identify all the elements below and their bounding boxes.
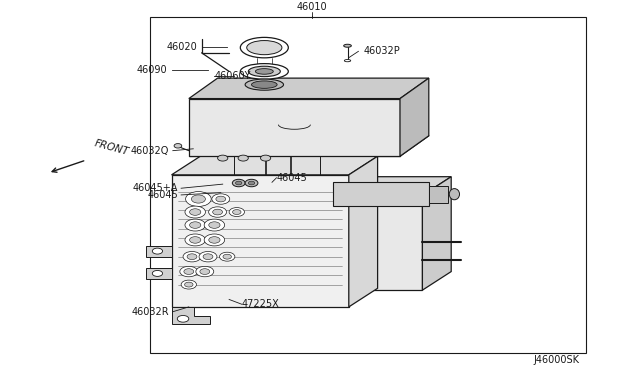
Polygon shape (400, 78, 429, 156)
Text: 47225X: 47225X (242, 299, 280, 309)
Circle shape (238, 155, 248, 161)
Polygon shape (349, 156, 378, 307)
Polygon shape (422, 177, 451, 290)
Polygon shape (304, 177, 451, 195)
Bar (150, 17, 586, 353)
Polygon shape (172, 307, 210, 324)
Circle shape (212, 209, 223, 215)
Text: J46000SK: J46000SK (533, 355, 579, 365)
Ellipse shape (245, 79, 284, 90)
Circle shape (196, 266, 214, 277)
Circle shape (203, 254, 213, 260)
Polygon shape (189, 78, 429, 99)
Ellipse shape (449, 189, 460, 200)
Circle shape (236, 181, 242, 185)
Circle shape (209, 207, 227, 217)
Circle shape (245, 179, 258, 187)
Circle shape (218, 155, 228, 161)
Ellipse shape (344, 60, 351, 62)
Text: 46010: 46010 (296, 2, 327, 12)
Circle shape (180, 266, 198, 277)
Circle shape (229, 208, 244, 217)
Circle shape (220, 252, 235, 261)
Ellipse shape (248, 66, 280, 77)
Circle shape (223, 254, 232, 259)
Polygon shape (304, 195, 422, 290)
Circle shape (232, 209, 241, 215)
Text: 46020: 46020 (166, 42, 197, 51)
Ellipse shape (240, 64, 288, 79)
Circle shape (204, 219, 225, 231)
Circle shape (189, 237, 201, 243)
Text: 46032R: 46032R (132, 307, 170, 317)
Polygon shape (429, 186, 448, 203)
Circle shape (199, 251, 217, 262)
Polygon shape (189, 99, 400, 156)
Circle shape (212, 194, 230, 204)
Text: 46090: 46090 (137, 65, 168, 75)
Ellipse shape (255, 68, 273, 74)
Circle shape (185, 234, 205, 246)
Circle shape (200, 269, 210, 275)
Polygon shape (146, 268, 172, 279)
Circle shape (189, 209, 201, 215)
Text: 46045: 46045 (147, 190, 178, 200)
Circle shape (183, 251, 201, 262)
Text: 46045+A: 46045+A (132, 183, 178, 193)
Circle shape (181, 280, 196, 289)
Text: FRONT: FRONT (93, 138, 130, 157)
Circle shape (204, 234, 225, 246)
Circle shape (191, 195, 205, 203)
Circle shape (209, 222, 220, 228)
Text: 46045: 46045 (276, 173, 307, 183)
Circle shape (216, 196, 226, 202)
Circle shape (185, 206, 205, 218)
Circle shape (187, 254, 197, 260)
Ellipse shape (344, 44, 351, 47)
Text: 46060Y: 46060Y (215, 71, 252, 81)
Polygon shape (172, 156, 378, 175)
Circle shape (186, 192, 211, 206)
Circle shape (174, 144, 182, 148)
Circle shape (248, 181, 255, 185)
Circle shape (232, 179, 245, 187)
Circle shape (152, 270, 163, 276)
Circle shape (184, 282, 193, 287)
Text: 46032Q: 46032Q (131, 146, 169, 155)
Ellipse shape (252, 81, 277, 89)
Circle shape (260, 155, 271, 161)
Circle shape (209, 237, 220, 243)
Ellipse shape (247, 41, 282, 55)
Circle shape (185, 219, 205, 231)
Text: 46032P: 46032P (364, 46, 400, 56)
Polygon shape (333, 182, 429, 206)
Circle shape (184, 269, 194, 275)
Polygon shape (146, 246, 172, 257)
Circle shape (177, 315, 189, 322)
Circle shape (152, 248, 163, 254)
Polygon shape (172, 175, 349, 307)
Ellipse shape (240, 37, 288, 58)
Circle shape (189, 222, 201, 228)
